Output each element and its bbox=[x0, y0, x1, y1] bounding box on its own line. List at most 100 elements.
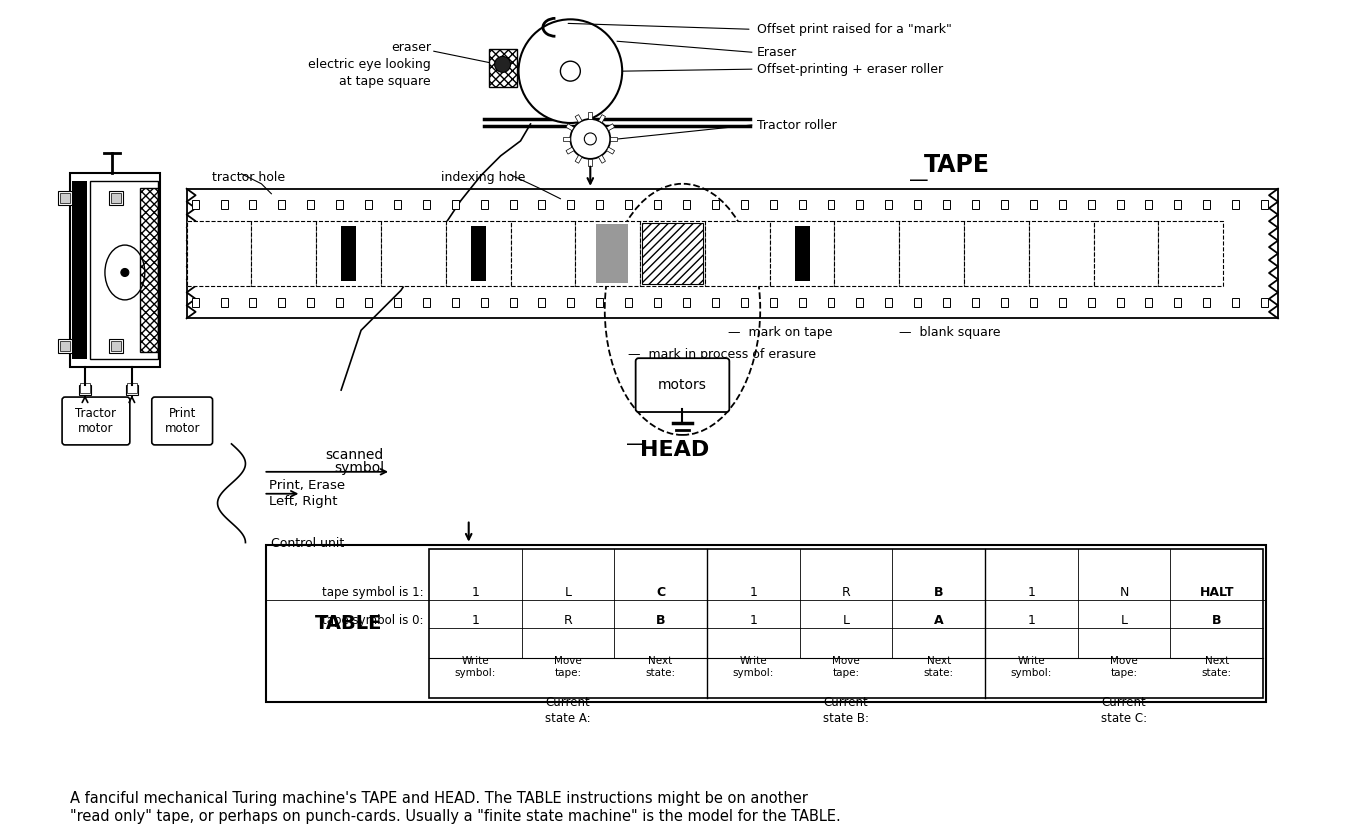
Bar bbox=[1088, 200, 1095, 209]
Text: TAPE: TAPE bbox=[925, 153, 990, 177]
Text: R: R bbox=[842, 587, 850, 599]
Bar bbox=[452, 298, 459, 307]
Text: HALT: HALT bbox=[1199, 587, 1234, 599]
Bar bbox=[576, 221, 640, 286]
Bar bbox=[250, 298, 257, 307]
Text: Write
symbol:: Write symbol: bbox=[455, 657, 496, 678]
Bar bbox=[382, 221, 445, 286]
Text: B: B bbox=[656, 614, 665, 627]
Text: L: L bbox=[842, 614, 850, 627]
Bar bbox=[429, 549, 1263, 698]
Circle shape bbox=[494, 56, 511, 72]
Bar bbox=[1175, 298, 1181, 307]
Text: Next
state:: Next state: bbox=[923, 657, 953, 678]
Bar bbox=[1203, 298, 1210, 307]
Text: motors: motors bbox=[659, 378, 708, 392]
Bar bbox=[71, 173, 160, 367]
Bar bbox=[625, 200, 633, 209]
Text: Offset print raised for a "mark": Offset print raised for a "mark" bbox=[756, 23, 952, 37]
Bar bbox=[857, 298, 864, 307]
Text: —: — bbox=[910, 171, 929, 190]
Text: symbol: symbol bbox=[334, 461, 384, 475]
Text: Tractor
motor: Tractor motor bbox=[76, 407, 117, 435]
Bar bbox=[220, 200, 228, 209]
Text: 1: 1 bbox=[1028, 587, 1035, 599]
Bar bbox=[596, 200, 603, 209]
Bar bbox=[186, 221, 251, 286]
Bar bbox=[1232, 298, 1238, 307]
Bar bbox=[642, 222, 703, 285]
Circle shape bbox=[519, 19, 622, 123]
Text: 1: 1 bbox=[750, 587, 758, 599]
Text: Next
state:: Next state: bbox=[1202, 657, 1232, 678]
Bar bbox=[568, 200, 574, 209]
Bar bbox=[250, 200, 257, 209]
Bar bbox=[307, 298, 314, 307]
Bar bbox=[827, 298, 834, 307]
Text: N: N bbox=[1119, 587, 1128, 599]
Bar bbox=[278, 200, 285, 209]
Circle shape bbox=[121, 268, 129, 276]
Text: Tractor roller: Tractor roller bbox=[756, 119, 837, 132]
Bar bbox=[539, 298, 546, 307]
Bar bbox=[422, 298, 430, 307]
Text: B: B bbox=[934, 587, 944, 599]
Bar bbox=[79, 385, 91, 395]
Bar bbox=[509, 298, 516, 307]
Bar bbox=[481, 200, 488, 209]
Text: Write
symbol:: Write symbol: bbox=[1010, 657, 1052, 678]
Bar bbox=[60, 193, 71, 203]
Bar bbox=[770, 221, 834, 286]
Text: tape symbol is 0:: tape symbol is 0: bbox=[322, 614, 424, 627]
Bar bbox=[834, 221, 899, 286]
Polygon shape bbox=[599, 155, 606, 164]
Bar bbox=[140, 188, 158, 352]
Text: —  mark on tape: — mark on tape bbox=[728, 326, 832, 339]
Text: Left, Right: Left, Right bbox=[269, 495, 338, 508]
Bar bbox=[972, 200, 979, 209]
Text: R: R bbox=[564, 614, 572, 627]
Text: Offset-printing + eraser roller: Offset-printing + eraser roller bbox=[756, 63, 942, 76]
Polygon shape bbox=[607, 147, 615, 154]
Bar bbox=[1262, 298, 1268, 307]
Bar bbox=[972, 298, 979, 307]
Bar bbox=[337, 200, 344, 209]
Bar bbox=[337, 298, 344, 307]
Text: indexing hole: indexing hole bbox=[441, 171, 526, 183]
Text: —  mark in process of erasure: — mark in process of erasure bbox=[629, 349, 816, 361]
Bar bbox=[58, 191, 72, 205]
Bar bbox=[1029, 221, 1093, 286]
Text: —: — bbox=[626, 436, 646, 454]
Text: A: A bbox=[934, 614, 944, 627]
Text: at tape square: at tape square bbox=[340, 76, 430, 88]
Bar bbox=[799, 200, 805, 209]
Bar bbox=[885, 298, 892, 307]
Polygon shape bbox=[566, 124, 574, 130]
Bar bbox=[72, 181, 87, 359]
Bar bbox=[58, 339, 72, 354]
Text: Control unit: Control unit bbox=[272, 536, 345, 549]
Polygon shape bbox=[576, 155, 583, 164]
Bar bbox=[365, 298, 372, 307]
Text: 1: 1 bbox=[471, 587, 479, 599]
Bar bbox=[1203, 200, 1210, 209]
Bar bbox=[1116, 200, 1123, 209]
Circle shape bbox=[570, 119, 610, 159]
Bar bbox=[705, 221, 770, 286]
Bar bbox=[1175, 200, 1181, 209]
Bar bbox=[511, 221, 576, 286]
Bar bbox=[1145, 298, 1153, 307]
Text: Current
state B:: Current state B: bbox=[823, 696, 869, 725]
Bar bbox=[251, 221, 316, 286]
Text: Current
state C:: Current state C: bbox=[1101, 696, 1148, 725]
Bar bbox=[794, 226, 809, 281]
FancyBboxPatch shape bbox=[62, 397, 130, 445]
Polygon shape bbox=[564, 137, 570, 141]
Bar bbox=[109, 339, 122, 354]
Bar bbox=[60, 341, 71, 351]
Bar bbox=[770, 200, 777, 209]
FancyBboxPatch shape bbox=[152, 397, 213, 445]
FancyBboxPatch shape bbox=[636, 359, 729, 412]
Bar bbox=[741, 298, 748, 307]
Text: electric eye looking: electric eye looking bbox=[308, 58, 430, 71]
